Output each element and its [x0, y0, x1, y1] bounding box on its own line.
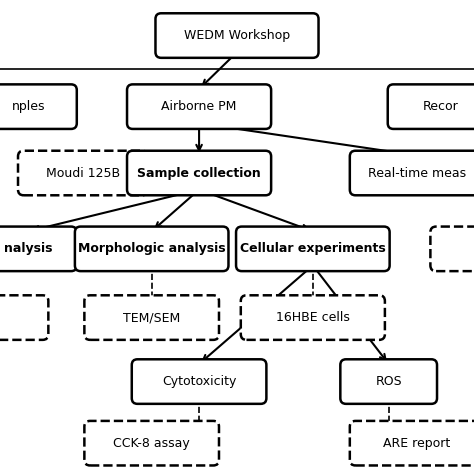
Text: CCK-8 assay: CCK-8 assay [113, 437, 190, 450]
FancyBboxPatch shape [236, 227, 390, 271]
Text: Sample collection: Sample collection [137, 166, 261, 180]
FancyBboxPatch shape [350, 151, 474, 195]
FancyBboxPatch shape [0, 295, 48, 340]
FancyBboxPatch shape [127, 151, 271, 195]
FancyBboxPatch shape [0, 84, 77, 129]
FancyBboxPatch shape [84, 295, 219, 340]
Text: nalysis: nalysis [4, 242, 53, 255]
FancyBboxPatch shape [75, 227, 228, 271]
FancyBboxPatch shape [350, 421, 474, 465]
FancyBboxPatch shape [241, 295, 385, 340]
Text: ROS: ROS [375, 375, 402, 388]
Text: Cytotoxicity: Cytotoxicity [162, 375, 236, 388]
FancyBboxPatch shape [132, 359, 266, 404]
FancyBboxPatch shape [430, 227, 474, 271]
Text: 16HBE cells: 16HBE cells [276, 311, 350, 324]
FancyBboxPatch shape [155, 13, 319, 58]
FancyBboxPatch shape [0, 227, 77, 271]
Text: TEM/SEM: TEM/SEM [123, 311, 180, 324]
Text: Moudi 125B: Moudi 125B [46, 166, 120, 180]
FancyBboxPatch shape [127, 84, 271, 129]
FancyBboxPatch shape [340, 359, 437, 404]
Text: Airborne PM: Airborne PM [161, 100, 237, 113]
FancyBboxPatch shape [84, 421, 219, 465]
Text: Real-time meas: Real-time meas [368, 166, 466, 180]
Text: ARE report: ARE report [383, 437, 451, 450]
Text: WEDM Workshop: WEDM Workshop [184, 29, 290, 42]
Text: Cellular experiments: Cellular experiments [240, 242, 386, 255]
FancyBboxPatch shape [388, 84, 474, 129]
Text: nples: nples [12, 100, 45, 113]
Text: Morphologic analysis: Morphologic analysis [78, 242, 226, 255]
Text: Recor: Recor [423, 100, 459, 113]
FancyBboxPatch shape [18, 151, 148, 195]
